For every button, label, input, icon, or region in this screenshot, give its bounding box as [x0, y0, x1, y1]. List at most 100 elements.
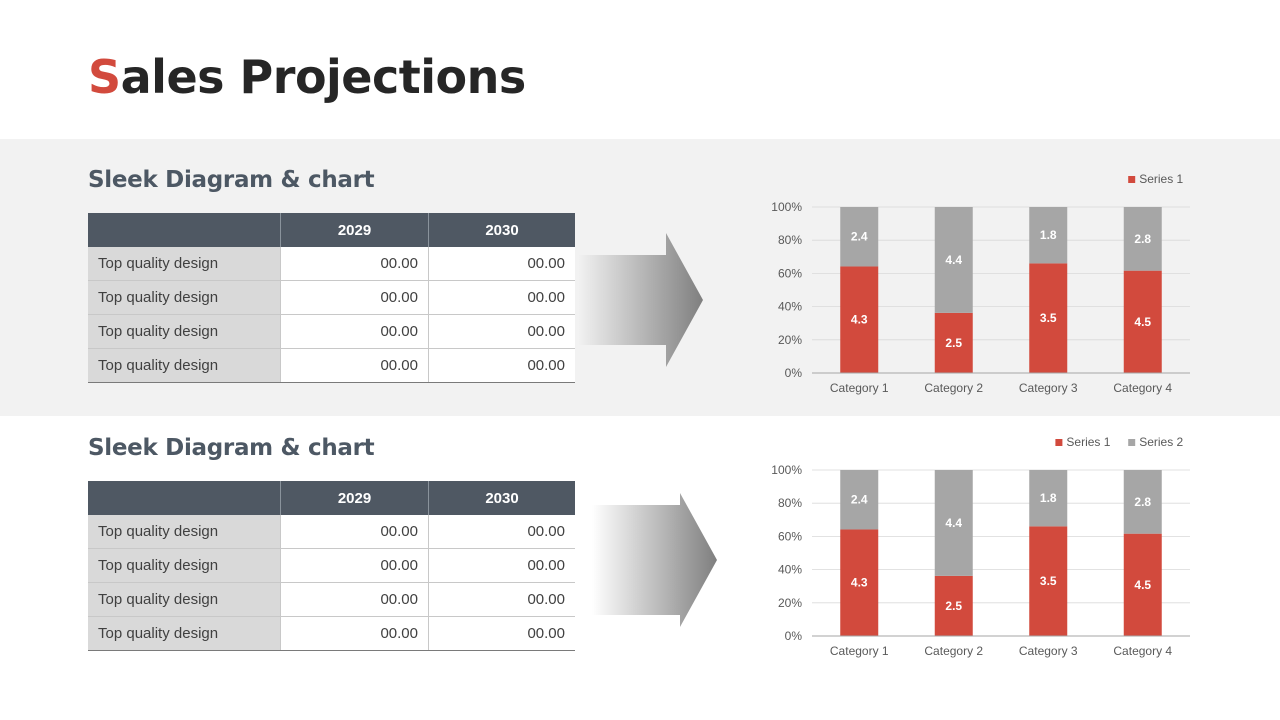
- legend-swatch: [1055, 439, 1063, 446]
- bar-segment: [1123, 270, 1162, 373]
- y-tick-label: 80%: [778, 496, 802, 510]
- bar-segment: [840, 207, 879, 267]
- row-label: Top quality design: [88, 582, 281, 617]
- legend-label: Series 1: [1139, 172, 1183, 186]
- table-cell: 00.00: [280, 582, 429, 617]
- bar-segment: [1029, 207, 1068, 264]
- section-1: Sleek Diagram & chart 2029 2030 Top qual…: [0, 139, 1280, 407]
- chart-2: 0% 20% 40% 60% 80% 100% 4.3 2.4 Category 1 2.5 4.4…: [740, 424, 1210, 684]
- data-label: 4.4: [945, 516, 962, 530]
- table-row: Top quality design 00.00 00.00: [88, 582, 575, 617]
- table-row: Top quality design 00.00 00.00: [88, 616, 575, 651]
- chart-1: 0% 20% 40% 60% 80% 100% 4.3 2.4 Category 1 2.5 4.4…: [740, 161, 1210, 421]
- row-label: Top quality design: [88, 616, 281, 651]
- x-tick-label: Category 1: [830, 381, 889, 395]
- table-cell: 00.00: [428, 280, 575, 315]
- legend-label: Series 1: [1066, 435, 1110, 449]
- bar-segment: [840, 266, 879, 373]
- data-label: 4.3: [851, 313, 868, 327]
- projection-table: 2029 2030 Top quality design 00.00 00.00…: [88, 481, 575, 651]
- section-title: Sleek Diagram & chart: [88, 167, 375, 193]
- table-cell: 00.00: [280, 616, 429, 651]
- table-cell: 00.00: [280, 348, 429, 383]
- table-header-cell: 2029: [280, 481, 429, 515]
- bar-segment: [934, 575, 973, 636]
- bar-segment: [934, 470, 973, 576]
- data-label: 2.5: [945, 599, 962, 613]
- row-label: Top quality design: [88, 548, 281, 583]
- table-cell: 00.00: [280, 548, 429, 583]
- data-label: 2.8: [1134, 232, 1151, 246]
- x-tick-label: Category 3: [1019, 644, 1078, 658]
- table-cell: 00.00: [280, 280, 429, 315]
- table-row: Top quality design 00.00 00.00: [88, 348, 575, 383]
- y-tick-label: 100%: [771, 200, 802, 214]
- y-tick-label: 0%: [785, 366, 803, 380]
- bar-segment: [1123, 470, 1162, 534]
- table-header-cell: [88, 481, 281, 515]
- table-row: Top quality design 00.00 00.00: [88, 280, 575, 315]
- y-tick-label: 80%: [778, 233, 802, 247]
- bar-segment: [1123, 207, 1162, 271]
- arrow-right-icon: [592, 493, 717, 627]
- y-tick-label: 20%: [778, 333, 802, 347]
- section-2: Sleek Diagram & chart 2029 2030 Top qual…: [0, 416, 1280, 684]
- bar-segment: [934, 207, 973, 313]
- table-cell: 00.00: [280, 515, 429, 549]
- data-label: 2.8: [1134, 495, 1151, 509]
- table-cell: 00.00: [428, 515, 575, 549]
- data-label: 1.8: [1040, 491, 1057, 505]
- data-label: 4.5: [1134, 578, 1151, 592]
- legend-label: Series 2: [1139, 435, 1183, 449]
- table-header-cell: 2030: [428, 481, 575, 515]
- bar-segment: [840, 470, 879, 530]
- data-label: 4.3: [851, 576, 868, 590]
- legend-swatch: [1128, 439, 1136, 446]
- x-tick-label: Category 2: [924, 381, 983, 395]
- table-cell: 00.00: [428, 616, 575, 651]
- data-label: 2.5: [945, 336, 962, 350]
- title-accent-letter: S: [88, 50, 121, 104]
- table-cell: 00.00: [280, 247, 429, 281]
- y-tick-label: 60%: [778, 266, 802, 280]
- y-tick-label: 40%: [778, 563, 802, 577]
- y-tick-label: 20%: [778, 596, 802, 610]
- bar-segment: [1123, 533, 1162, 636]
- x-tick-label: Category 3: [1019, 381, 1078, 395]
- row-label: Top quality design: [88, 348, 281, 383]
- y-tick-label: 40%: [778, 300, 802, 314]
- table-header-row: 2029 2030: [88, 481, 575, 515]
- projection-table: 2029 2030 Top quality design 00.00 00.00…: [88, 213, 575, 383]
- data-label: 3.5: [1040, 311, 1057, 325]
- row-label: Top quality design: [88, 280, 281, 315]
- table-header-row: 2029 2030: [88, 213, 575, 247]
- stacked-bar-chart: 0% 20% 40% 60% 80% 100% 4.3 2.4 Category 1 2.5 4.4…: [771, 172, 1190, 395]
- data-label: 2.4: [851, 230, 868, 244]
- table-row: Top quality design 00.00 00.00: [88, 548, 575, 583]
- title-text: ales Projections: [120, 50, 527, 104]
- table-cell: 00.00: [280, 314, 429, 349]
- bar-segment: [934, 312, 973, 373]
- data-label: 4.4: [945, 253, 962, 267]
- bar-segment: [1029, 263, 1068, 373]
- row-label: Top quality design: [88, 247, 281, 281]
- y-tick-label: 60%: [778, 529, 802, 543]
- x-tick-label: Category 4: [1113, 381, 1172, 395]
- x-tick-label: Category 1: [830, 644, 889, 658]
- table-cell: 00.00: [428, 247, 575, 281]
- table-header-cell: 2029: [280, 213, 429, 247]
- table-row: Top quality design 00.00 00.00: [88, 314, 575, 349]
- table-row: Top quality design 00.00 00.00: [88, 515, 575, 549]
- bar-segment: [1029, 470, 1068, 527]
- bar-segment: [1029, 526, 1068, 636]
- data-label: 4.5: [1134, 315, 1151, 329]
- table-cell: 00.00: [428, 348, 575, 383]
- row-label: Top quality design: [88, 515, 281, 549]
- stacked-bar-chart: 0% 20% 40% 60% 80% 100% 4.3 2.4 Category 1 2.5 4.4…: [771, 435, 1190, 658]
- x-tick-label: Category 4: [1113, 644, 1172, 658]
- table-cell: 00.00: [428, 548, 575, 583]
- y-tick-label: 0%: [785, 629, 803, 643]
- data-label: 2.4: [851, 493, 868, 507]
- row-label: Top quality design: [88, 314, 281, 349]
- x-tick-label: Category 2: [924, 644, 983, 658]
